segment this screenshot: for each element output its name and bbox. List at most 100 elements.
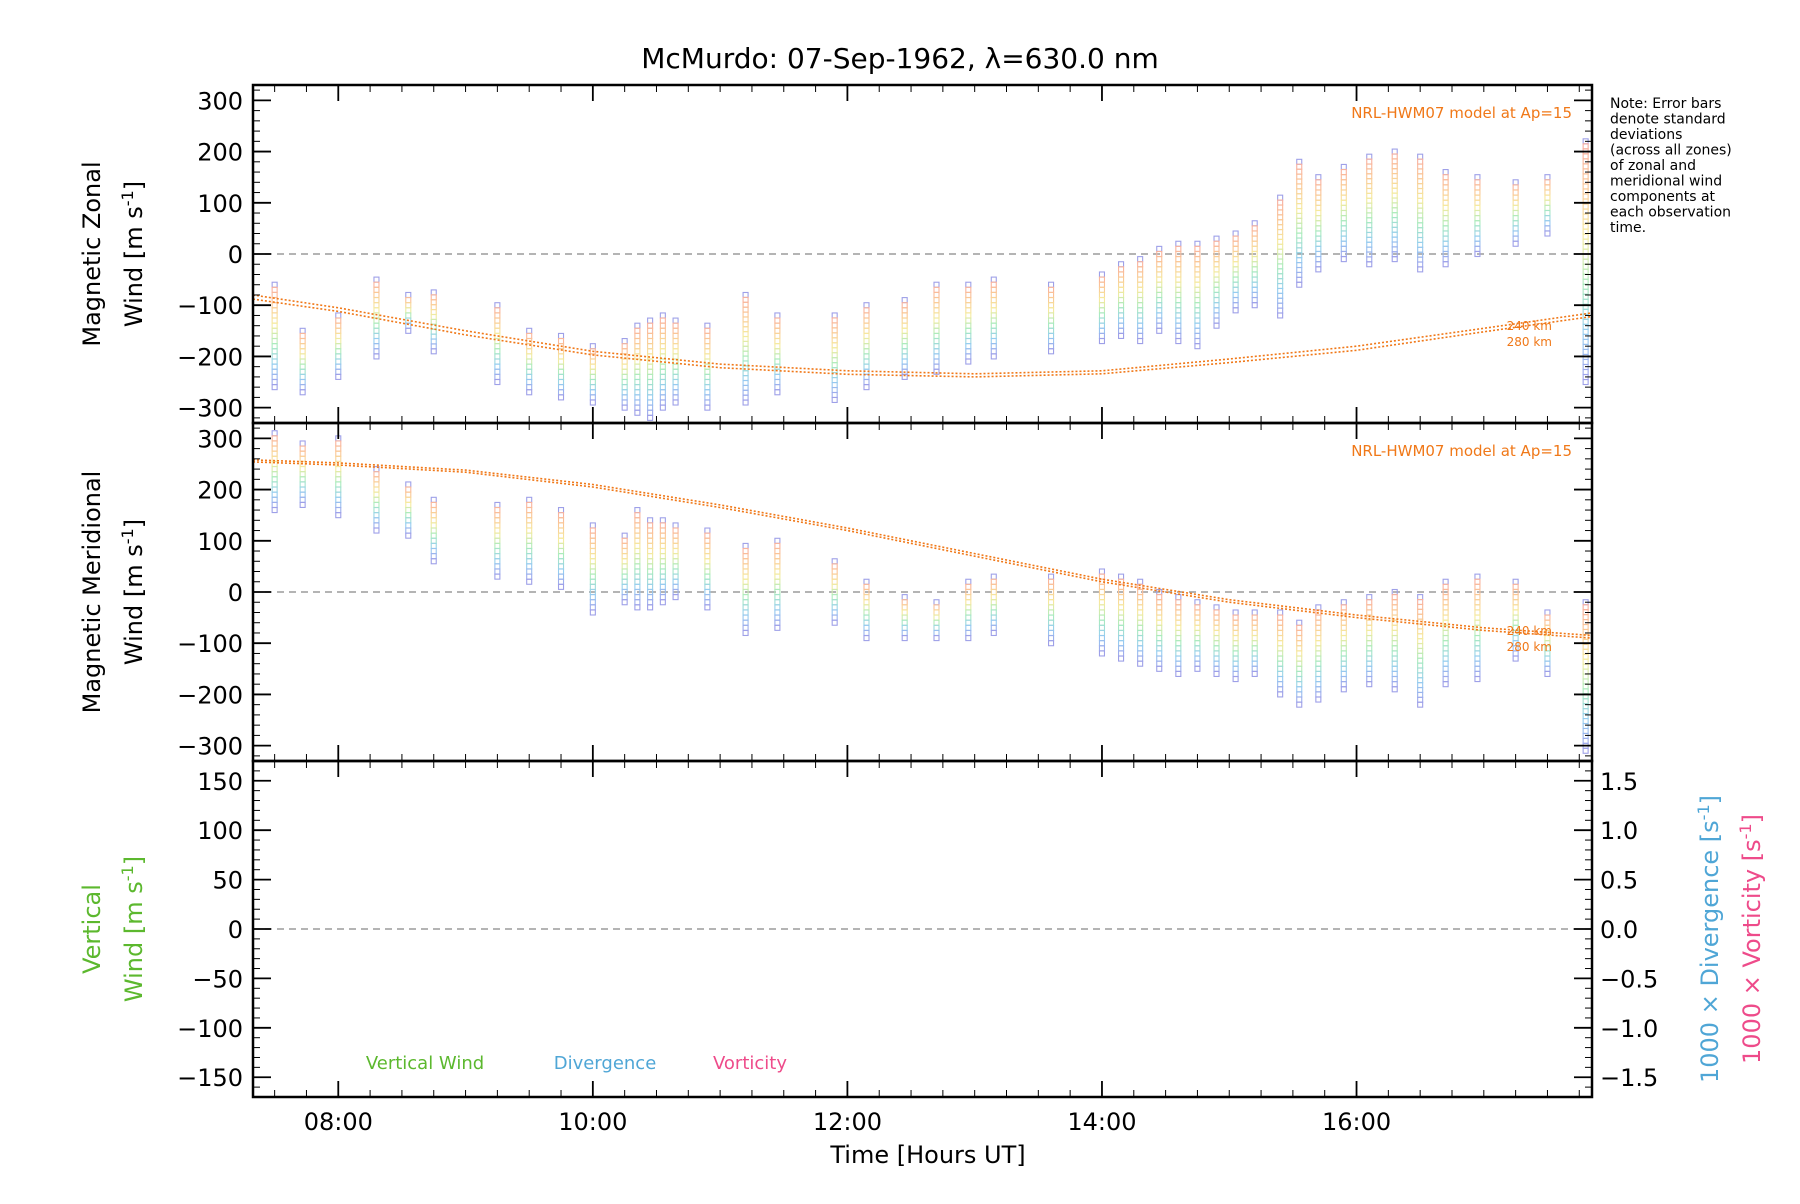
y-tick-label: 100: [197, 528, 243, 556]
observation-marker: [1315, 655, 1322, 662]
observation-marker: [1512, 235, 1519, 242]
observation-marker: [901, 353, 908, 360]
observation-marker: [634, 573, 641, 580]
observation-marker: [1098, 609, 1106, 616]
observation-marker: [672, 378, 679, 386]
observation-marker: [494, 512, 501, 519]
observation-marker: [1391, 604, 1398, 611]
observation-marker: [647, 563, 654, 570]
observation-marker: [647, 343, 654, 350]
observation-marker: [1048, 573, 1055, 580]
observation-marker: [1048, 297, 1055, 304]
observation-marker: [774, 568, 781, 575]
observation-marker: [901, 307, 908, 314]
observation-marker: [704, 322, 711, 329]
observation-marker: [965, 358, 972, 365]
y-axis-label-line2: Wind [m s-1]: [118, 856, 148, 1002]
right-tick-label: −1.5: [1600, 1064, 1658, 1092]
observation-marker: [299, 358, 306, 365]
observation-marker: [1175, 640, 1182, 647]
observation-marker: [965, 332, 972, 339]
observation-marker: [1366, 670, 1373, 677]
observation-marker: [526, 512, 533, 519]
observation-marker: [863, 363, 870, 370]
observation-marker: [1391, 655, 1398, 662]
observation-marker: [494, 568, 501, 575]
observation-marker: [1251, 660, 1258, 667]
observation-marker: [1315, 635, 1322, 642]
observation-marker: [742, 568, 749, 575]
observation-marker: [1391, 256, 1398, 263]
observation-marker: [589, 389, 596, 396]
observation-marker: [1296, 222, 1303, 229]
observation-marker: [933, 317, 940, 324]
observation-marker: [1340, 220, 1347, 227]
observation-marker: [863, 384, 870, 391]
observation-marker: [299, 384, 306, 391]
observation-marker: [1175, 327, 1182, 334]
y-axis-label-line1: Magnetic Meridional: [78, 471, 106, 714]
observation-marker: [589, 558, 596, 565]
observation-marker: [1391, 153, 1398, 160]
observation-marker: [271, 353, 278, 360]
observation-marker: [990, 583, 997, 590]
observation-marker: [1137, 266, 1144, 273]
observation-marker: [1213, 635, 1220, 642]
observation-marker: [1442, 681, 1449, 688]
observation-marker: [1391, 177, 1398, 184]
observation-marker: [1417, 261, 1424, 268]
observation-marker: [1194, 332, 1201, 339]
observation-marker: [1442, 629, 1449, 637]
observation-marker: [557, 507, 565, 514]
observation-marker: [1474, 204, 1481, 211]
y-tick-label: 50: [212, 867, 243, 895]
observation-marker: [1213, 650, 1220, 657]
observation-marker: [647, 332, 654, 339]
observation-marker: [1277, 650, 1284, 657]
observation-marker: [1582, 348, 1589, 355]
observation-marker: [299, 445, 306, 452]
observation-marker: [1251, 609, 1258, 616]
observation-marker: [1544, 204, 1551, 211]
observation-marker: [271, 496, 278, 503]
observation-marker: [589, 583, 596, 590]
observation-marker: [271, 317, 278, 324]
observation-marker: [672, 348, 679, 355]
observation-marker: [1296, 232, 1303, 239]
note-line: (across all zones): [1610, 143, 1732, 159]
observation-marker: [1048, 281, 1055, 288]
observation-marker: [1048, 635, 1055, 642]
observation-marker: [589, 609, 596, 616]
observation-marker: [1048, 338, 1055, 345]
observation-marker: [831, 327, 838, 334]
observation-marker: [1048, 578, 1055, 585]
observation-marker: [933, 599, 940, 606]
observation-marker: [1417, 187, 1424, 195]
observation-marker: [1340, 245, 1347, 252]
observation-marker: [990, 614, 997, 621]
observation-marker: [1277, 691, 1284, 698]
observation-marker: [965, 317, 972, 324]
observation-marker: [373, 302, 380, 309]
observation-marker: [1277, 670, 1284, 677]
y-tick-label: −300: [177, 395, 243, 423]
observation-marker: [634, 583, 641, 590]
observation-marker: [863, 599, 870, 606]
observation-marker: [831, 604, 838, 611]
observation-marker: [634, 399, 641, 406]
observation-marker: [704, 594, 711, 601]
observation-marker: [430, 553, 437, 560]
observation-marker: [1213, 307, 1220, 314]
observation-marker: [647, 604, 654, 611]
observation-marker: [526, 348, 533, 355]
observation-marker: [526, 358, 533, 365]
observation-marker: [1366, 163, 1373, 170]
observation-marker: [1315, 676, 1322, 683]
observation-marker: [1251, 281, 1258, 288]
observation-marker: [634, 558, 641, 565]
observation-marker: [1442, 609, 1449, 616]
observation-marker: [271, 491, 278, 498]
observation-marker: [1232, 609, 1239, 616]
observation-marker: [704, 373, 711, 380]
observation-marker: [1512, 599, 1519, 606]
